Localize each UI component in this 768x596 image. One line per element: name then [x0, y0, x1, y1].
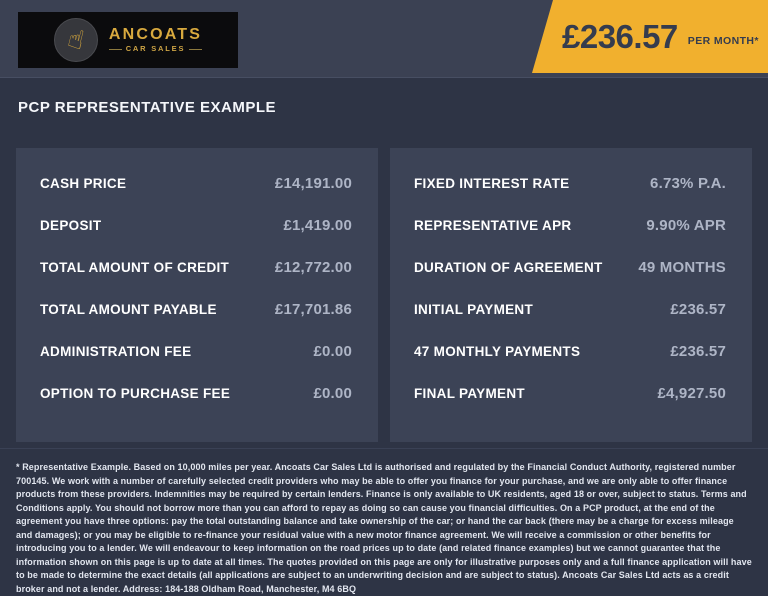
row-value: £0.00 — [313, 342, 352, 360]
row-value: £14,191.00 — [274, 174, 352, 192]
row-label: CASH PRICE — [40, 175, 127, 191]
row-label: DEPOSIT — [40, 217, 102, 233]
brand-name: ANCOATS — [108, 26, 203, 44]
row-label: FINAL PAYMENT — [414, 385, 525, 401]
row-label: 47 MONTHLY PAYMENTS — [414, 343, 581, 359]
row-value: 6.73% P.A. — [650, 174, 726, 192]
row-value: £1,419.00 — [283, 216, 352, 234]
tagline-rule-left — [108, 48, 122, 50]
row-label: INITIAL PAYMENT — [414, 301, 534, 317]
monthly-price-period: PER MONTH* — [687, 34, 759, 47]
header-bar: ☝ ANCOATS CAR SALES £236.57 PER MONTH* — [0, 0, 768, 78]
brand-tagline: CAR SALES — [125, 44, 186, 54]
row-value: 49 MONTHS — [638, 258, 726, 276]
row-label: TOTAL AMOUNT PAYABLE — [40, 301, 217, 317]
finance-row-cash-price: CASH PRICE £14,191.00 — [40, 162, 352, 204]
finance-panel-right: FIXED INTEREST RATE 6.73% P.A. REPRESENT… — [390, 148, 752, 442]
logo-text: ANCOATS CAR SALES — [108, 26, 203, 54]
finance-row-total-payable: TOTAL AMOUNT PAYABLE £17,701.86 — [40, 288, 352, 330]
page-title: PCP REPRESENTATIVE EXAMPLE — [18, 99, 277, 116]
row-label: REPRESENTATIVE APR — [414, 217, 572, 233]
row-value: £17,701.86 — [274, 300, 352, 318]
row-value: £4,927.50 — [657, 384, 726, 402]
dealer-logo[interactable]: ☝ ANCOATS CAR SALES — [18, 12, 238, 68]
row-value: £236.57 — [670, 342, 726, 360]
finance-row-interest-rate: FIXED INTEREST RATE 6.73% P.A. — [414, 162, 726, 204]
finance-row-total-credit: TOTAL AMOUNT OF CREDIT £12,772.00 — [40, 246, 352, 288]
row-label: TOTAL AMOUNT OF CREDIT — [40, 259, 230, 275]
finance-row-admin-fee: ADMINISTRATION FEE £0.00 — [40, 330, 352, 372]
row-label: ADMINISTRATION FEE — [40, 343, 192, 359]
brand-tagline-row: CAR SALES — [108, 44, 203, 54]
finance-row-final-payment: FINAL PAYMENT £4,927.50 — [414, 372, 726, 414]
row-value: 9.90% APR — [646, 216, 726, 234]
row-value: £0.00 — [313, 384, 352, 402]
row-value: £236.57 — [670, 300, 726, 318]
finance-row-apr: REPRESENTATIVE APR 9.90% APR — [414, 204, 726, 246]
logo-emblem-circle: ☝ — [53, 18, 98, 62]
tagline-rule-right — [189, 48, 203, 50]
row-label: DURATION OF AGREEMENT — [414, 259, 603, 275]
finance-row-purchase-fee: OPTION TO PURCHASE FEE £0.00 — [40, 372, 352, 414]
row-label: OPTION TO PURCHASE FEE — [40, 385, 231, 401]
finance-row-monthly-payments: 47 MONTHLY PAYMENTS £236.57 — [414, 330, 726, 372]
finance-row-deposit: DEPOSIT £1,419.00 — [40, 204, 352, 246]
foam-finger-icon: ☝ — [64, 23, 88, 57]
row-label: FIXED INTEREST RATE — [414, 175, 570, 191]
monthly-price-banner: £236.57 PER MONTH* — [532, 0, 768, 73]
monthly-price-amount: £236.57 — [562, 18, 678, 55]
footer-disclaimer-area: * Representative Example. Based on 10,00… — [0, 448, 768, 594]
finance-row-duration: DURATION OF AGREEMENT 49 MONTHS — [414, 246, 726, 288]
row-value: £12,772.00 — [274, 258, 352, 276]
finance-panel-left: CASH PRICE £14,191.00 DEPOSIT £1,419.00 … — [16, 148, 378, 442]
finance-row-initial-payment: INITIAL PAYMENT £236.57 — [414, 288, 726, 330]
